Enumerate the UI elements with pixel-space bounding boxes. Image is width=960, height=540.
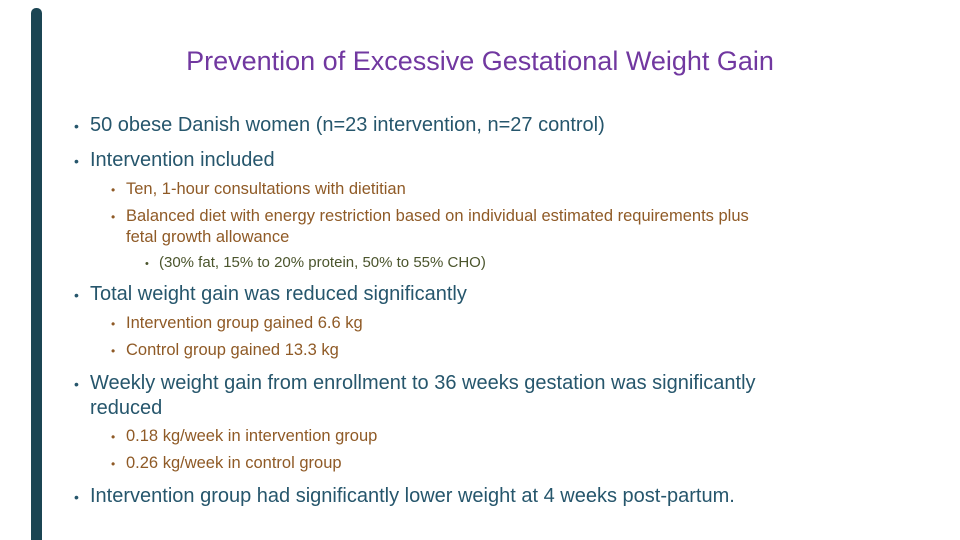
bullet-text: 0.26 kg/week in control group	[126, 453, 342, 474]
bullet-item: • (30% fat, 15% to 20% protein, 50% to 5…	[145, 254, 930, 273]
bullet-item: • Control group gained 13.3 kg	[111, 340, 930, 362]
bullet-line: Total weight gain was reduced significan…	[90, 283, 467, 305]
bullet-item: • Weekly weight gain from enrollment to …	[74, 371, 930, 421]
bullet-icon: •	[111, 317, 116, 331]
bullet-icon: •	[111, 430, 116, 444]
bullet-line: Ten, 1-hour consultations with dietitian	[126, 180, 406, 198]
bullet-line: fetal growth allowance	[126, 228, 290, 246]
bullet-list: • 50 obese Danish women (n=23 interventi…	[0, 104, 930, 510]
bullet-item: • Intervention group had significantly l…	[74, 484, 930, 510]
bullet-item: • Ten, 1-hour consultations with dietiti…	[111, 179, 930, 201]
bullet-line: Intervention group had significantly low…	[90, 485, 735, 507]
bullet-item: • 0.18 kg/week in intervention group	[111, 426, 930, 448]
bullet-line: (30% fat, 15% to 20% protein, 50% to 55%…	[159, 254, 486, 271]
bullet-icon: •	[74, 376, 79, 392]
bullet-item: • Intervention group gained 6.6 kg	[111, 313, 930, 335]
bullet-item: • Total weight gain was reduced signific…	[74, 282, 930, 308]
bullet-icon: •	[74, 287, 79, 303]
slide-title: Prevention of Excessive Gestational Weig…	[186, 46, 774, 76]
bullet-line: reduced	[90, 397, 163, 419]
bullet-text: Balanced diet with energy restriction ba…	[126, 206, 749, 248]
bullet-item: • 0.26 kg/week in control group	[111, 453, 930, 475]
bullet-text: 50 obese Danish women (n=23 intervention…	[90, 113, 605, 138]
left-accent-bar	[31, 8, 42, 540]
bullet-text: Intervention included	[90, 148, 275, 173]
bullet-icon: •	[74, 489, 79, 505]
bullet-line: Control group gained 13.3 kg	[126, 341, 339, 359]
bullet-icon: •	[111, 183, 116, 197]
bullet-icon: •	[145, 258, 149, 270]
bullet-text: Total weight gain was reduced significan…	[90, 282, 467, 307]
bullet-text: 0.18 kg/week in intervention group	[126, 426, 377, 447]
bullet-item: • 50 obese Danish women (n=23 interventi…	[74, 113, 930, 139]
bullet-text: Weekly weight gain from enrollment to 36…	[90, 371, 756, 421]
bullet-icon: •	[111, 344, 116, 358]
bullet-item: • Balanced diet with energy restriction …	[111, 206, 930, 248]
bullet-line: Intervention included	[90, 149, 275, 171]
bullet-line: Balanced diet with energy restriction ba…	[126, 207, 749, 225]
bullet-line: 0.26 kg/week in control group	[126, 454, 342, 472]
bullet-line: Intervention group gained 6.6 kg	[126, 314, 363, 332]
bullet-text: (30% fat, 15% to 20% protein, 50% to 55%…	[159, 254, 486, 272]
bullet-line: Weekly weight gain from enrollment to 36…	[90, 372, 756, 394]
bullet-text: Control group gained 13.3 kg	[126, 340, 339, 361]
bullet-line: 0.18 kg/week in intervention group	[126, 427, 378, 445]
bullet-line: 50 obese Danish women (n=23 intervention…	[90, 114, 605, 136]
bullet-icon: •	[74, 118, 79, 134]
bullet-text: Intervention group had significantly low…	[90, 484, 735, 509]
bullet-icon: •	[74, 153, 79, 169]
bullet-icon: •	[111, 210, 116, 224]
bullet-text: Ten, 1-hour consultations with dietitian	[126, 179, 406, 200]
bullet-icon: •	[111, 457, 116, 471]
bullet-text: Intervention group gained 6.6 kg	[126, 313, 363, 334]
bullet-item: • Intervention included	[74, 148, 930, 174]
